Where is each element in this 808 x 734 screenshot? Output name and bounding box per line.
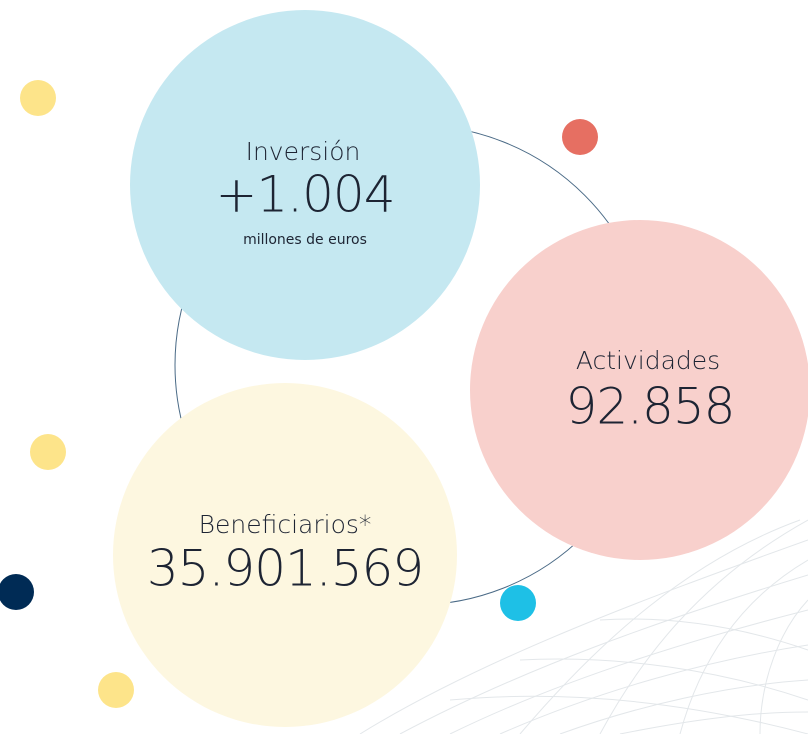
stat-label: Actividades — [576, 346, 720, 375]
investment-circle — [130, 10, 480, 360]
activities-circle — [470, 220, 808, 560]
stat-unit: millones de euros — [243, 232, 367, 248]
background-mesh — [359, 519, 808, 734]
decor-dot — [500, 585, 536, 621]
decor-dot — [30, 434, 66, 470]
stat-value: 35.901.569 — [147, 540, 423, 598]
stat-label: Beneficiarios* — [199, 510, 372, 539]
stat-label: Inversión — [246, 137, 361, 166]
decor-dot — [562, 119, 598, 155]
decor-dot — [0, 574, 34, 610]
beneficiaries-circle — [113, 383, 457, 727]
decor-dot — [20, 80, 56, 116]
stat-value: +1.004 — [215, 166, 394, 224]
stat-value: 92.858 — [566, 378, 735, 436]
decor-dot — [98, 672, 134, 708]
